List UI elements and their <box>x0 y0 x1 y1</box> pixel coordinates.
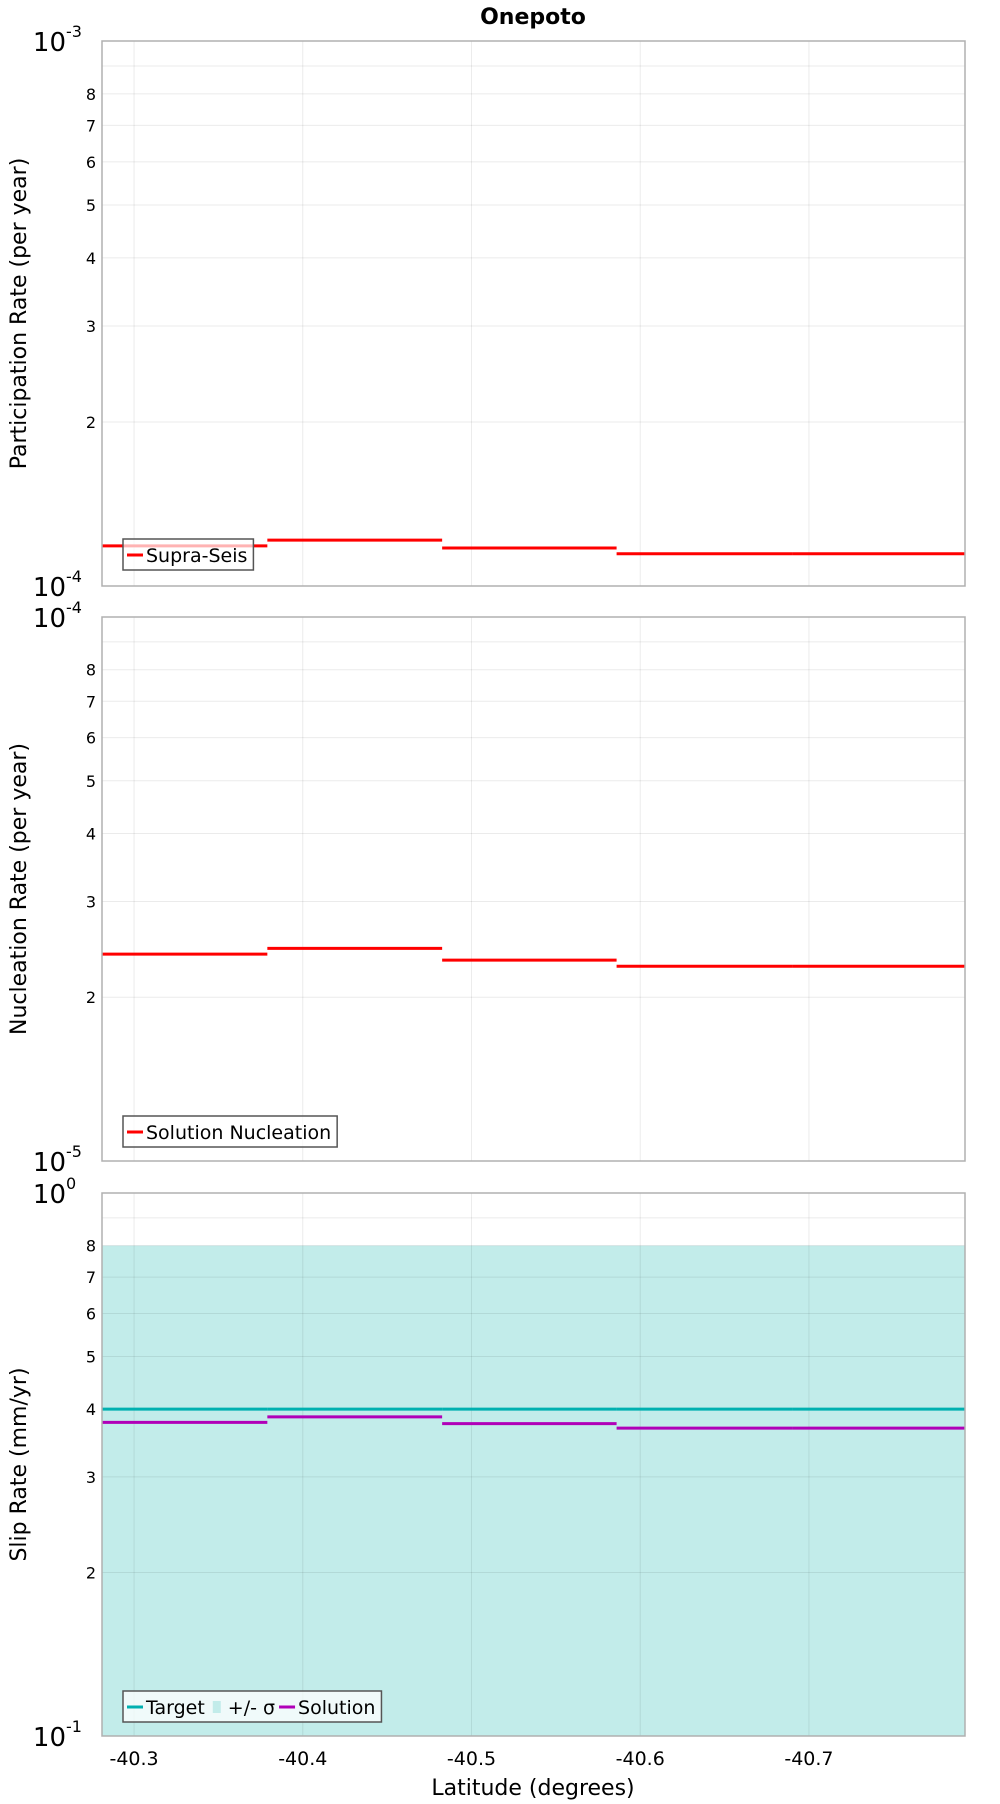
y-tick-label: 2 <box>86 413 96 432</box>
chart-title: Onepoto <box>480 5 586 30</box>
y-major-base: 10 <box>33 1180 66 1210</box>
legend: Solution Nucleation <box>122 1115 338 1148</box>
sigma-band <box>102 1245 965 1736</box>
x-tick-label: -40.4 <box>278 1748 327 1770</box>
plot-frame <box>101 616 966 1162</box>
y-tick-label: 3 <box>86 1468 96 1487</box>
plot-frame <box>101 40 966 587</box>
plot-area <box>102 617 965 1161</box>
plot-frame <box>101 1192 966 1737</box>
y-tick-label: 8 <box>86 85 96 104</box>
y-tick-label: 4 <box>86 824 96 843</box>
y-major-base: 10 <box>33 1723 66 1753</box>
y-major-base: 10 <box>33 604 66 634</box>
y-tick-label: 6 <box>86 729 96 748</box>
y-major-exponent: -4 <box>66 598 82 617</box>
legend-label: Target <box>145 1697 205 1719</box>
y-major-base: 10 <box>33 573 66 603</box>
y-major-base: 10 <box>33 28 66 58</box>
y-tick-label: 6 <box>86 1304 96 1323</box>
y-major-exponent: 0 <box>66 1174 76 1193</box>
y-tick-label: 2 <box>86 988 96 1007</box>
legend-label: Solution <box>298 1697 375 1719</box>
y-tick-label: 5 <box>86 772 96 791</box>
y-major-tick-label: 10 <box>33 573 66 603</box>
y-tick-label: 8 <box>86 661 96 680</box>
legend-swatch <box>212 1701 221 1713</box>
y-major-exponent: -1 <box>66 1717 82 1736</box>
x-axis-label: Latitude (degrees) <box>431 1776 634 1800</box>
y-tick-label: 3 <box>86 317 96 336</box>
y-tick-label: 4 <box>86 249 96 268</box>
legend: Target +/- σ Solution <box>122 1690 383 1723</box>
y-tick-label: 4 <box>86 1400 96 1419</box>
plot-area <box>102 41 965 586</box>
y-major-tick-label: 10 <box>33 1148 66 1178</box>
legend-label: Solution Nucleation <box>146 1122 331 1144</box>
y-tick-label: 8 <box>86 1237 96 1256</box>
y-tick-label: 5 <box>86 196 96 215</box>
y-tick-label: 7 <box>86 1268 96 1287</box>
x-tick-label: -40.5 <box>447 1748 496 1770</box>
legend-label: Supra-Seis <box>146 545 247 567</box>
y-axis-label: Nucleation Rate (per year) <box>7 743 32 1035</box>
legend-label: +/- σ <box>228 1697 275 1719</box>
y-major-tick-label: 10 <box>33 1723 66 1753</box>
y-tick-label: 6 <box>86 153 96 172</box>
y-tick-label: 5 <box>86 1347 96 1366</box>
x-tick-label: -40.6 <box>616 1748 665 1770</box>
y-tick-label: 7 <box>86 116 96 135</box>
y-tick-label: 3 <box>86 892 96 911</box>
y-major-tick-label: 10 <box>33 28 66 58</box>
y-major-exponent: -4 <box>66 567 82 586</box>
y-axis-label: Participation Rate (per year) <box>7 158 32 470</box>
y-tick-label: 2 <box>86 1564 96 1583</box>
y-major-base: 10 <box>33 1148 66 1178</box>
legend: Supra-Seis <box>122 538 255 571</box>
legend-box <box>122 1115 338 1148</box>
y-major-tick-label: 10 <box>33 604 66 634</box>
legend-box <box>122 538 255 571</box>
y-tick-label: 7 <box>86 692 96 711</box>
series-solution-nucleation <box>102 946 965 968</box>
y-major-exponent: -5 <box>66 1142 82 1161</box>
legend-box <box>122 1690 383 1723</box>
series-solution <box>102 1415 965 1430</box>
x-tick-label: -40.3 <box>109 1748 158 1770</box>
y-major-exponent: -3 <box>66 22 82 41</box>
x-tick-label: -40.7 <box>784 1748 833 1770</box>
y-axis-label: Slip Rate (mm/yr) <box>7 1367 32 1561</box>
y-major-tick-label: 10 <box>33 1180 66 1210</box>
